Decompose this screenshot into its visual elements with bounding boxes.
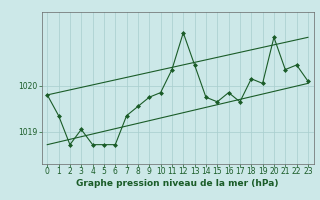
X-axis label: Graphe pression niveau de la mer (hPa): Graphe pression niveau de la mer (hPa)	[76, 179, 279, 188]
